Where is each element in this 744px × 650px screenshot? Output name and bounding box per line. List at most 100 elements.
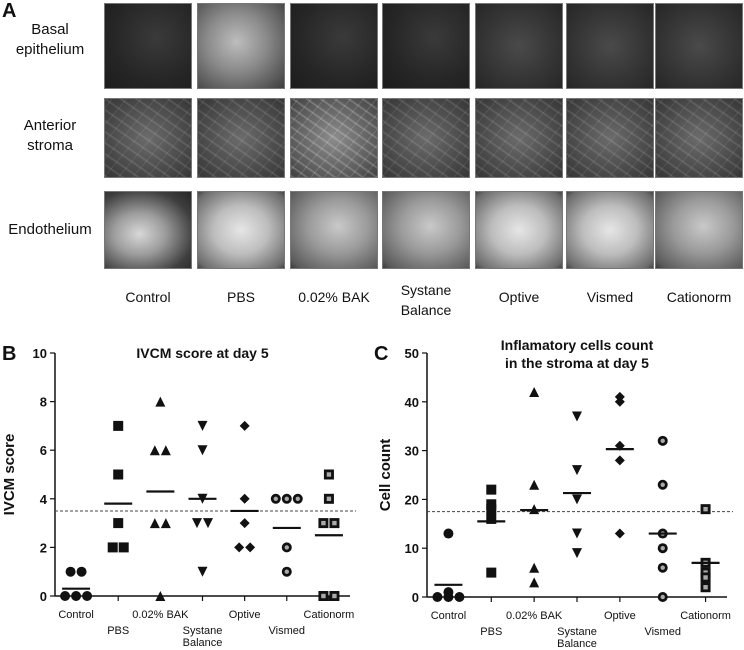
ivcm-image-tile [197,3,285,89]
data-point [160,445,171,456]
ivcm-image-tile [104,98,192,178]
y-tick-label: 0 [412,590,419,605]
chart-title: Inflamatory cells count [501,337,654,353]
ivcm-image-tile [197,98,285,178]
data-point [529,577,540,588]
data-point [529,562,540,573]
data-point [192,518,202,529]
y-tick-label: 30 [405,444,419,459]
x-tick-label: Balance [557,638,597,650]
x-tick-label: 0.02% BAK [506,610,563,622]
data-point-center [660,438,665,444]
data-point [149,518,160,529]
x-tick-label: Control [431,610,466,622]
data-point [614,455,625,466]
column-label: 0.02% BAK [298,289,370,305]
data-point [155,396,166,407]
data-point-center [703,506,708,512]
data-point-center [660,482,665,487]
ivcm-image-tile [290,98,378,178]
ivcm-image-tile [475,98,563,178]
y-tick-label: 6 [40,443,47,458]
data-point [486,567,497,578]
ivcm-image-tile [382,3,470,89]
data-point-center [326,472,332,477]
data-point-center [660,565,665,570]
ivcm-image-tile [104,3,192,89]
data-point [529,387,540,398]
x-tick-label: PBS [107,625,129,637]
row-label: Anterior stroma [23,117,77,154]
y-tick-label: 8 [40,395,47,410]
data-point [113,420,124,431]
data-point [486,504,497,515]
x-tick-label: Cationorm [680,610,731,622]
x-tick-label: Cationorm [304,609,355,621]
row-label: Endothelium [8,221,92,238]
ivcm-image-tile [655,3,743,89]
data-point [486,513,497,524]
data-point [234,542,245,553]
data-point [107,542,118,553]
data-point [443,592,454,602]
y-axis-label: IVCM score [1,434,18,516]
y-tick-label: 2 [40,540,47,555]
data-point [239,518,250,529]
data-point [572,411,582,422]
data-point-center [284,545,289,550]
x-tick-label: Balance [183,637,223,649]
data-point-center [321,520,326,526]
data-point-center [332,593,337,599]
data-point [60,591,71,601]
data-point [155,591,166,601]
ivcm-image-tile [382,98,470,178]
ivcm-image-tile [655,191,743,269]
ivcm-image-tile [566,98,654,178]
x-tick-label: Vismed [269,625,305,637]
data-point-center [295,496,300,501]
data-point [65,566,76,577]
data-point [614,396,625,407]
ivcm-score-chart: B IVCM score at day 5 IVCM score 0 2 4 6 8 10 Con… [1,343,356,649]
y-tick-label: 40 [405,395,419,410]
data-point [197,445,208,456]
cell-count-chart: C Inflamatory cells count in the stroma at… [374,337,733,650]
panel-letter: B [2,343,16,365]
chart-title: in the stroma at day 5 [505,355,649,371]
data-point [443,528,454,539]
column-label: Optive [498,289,540,305]
data-point-center [660,546,665,551]
data-point [572,548,582,559]
data-point [245,542,256,553]
y-tick-label: 20 [405,492,419,507]
data-point-center [284,569,289,574]
ivcm-image-tile [382,191,470,269]
data-point-center [284,496,289,501]
y-axis-label: Cell count [377,439,394,512]
data-point [572,465,582,476]
ivcm-image-tile [566,3,654,89]
data-point [454,592,465,602]
ivcm-image-tile [290,3,378,89]
y-tick-label: 10 [405,541,419,556]
data-point [614,528,625,539]
data-point-center [273,496,278,501]
column-label: Cationorm [666,289,732,305]
data-point [82,591,93,601]
data-point [118,542,129,553]
data-point [572,528,582,539]
column-label: Systane Balance [400,282,452,318]
data-point [486,484,497,495]
ivcm-image-tile [475,191,563,269]
data-point-center [703,585,708,590]
data-point [76,566,87,577]
column-label: Vismed [586,289,634,305]
chart-title: IVCM score at day 5 [136,345,268,361]
x-tick-label: 0.02% BAK [132,609,189,621]
y-tick-label: 10 [33,346,47,361]
x-tick-label: Optive [229,609,261,621]
data-point [239,493,250,504]
data-point-center [321,593,326,599]
y-tick-label: 50 [405,346,419,361]
data-point [432,592,443,602]
